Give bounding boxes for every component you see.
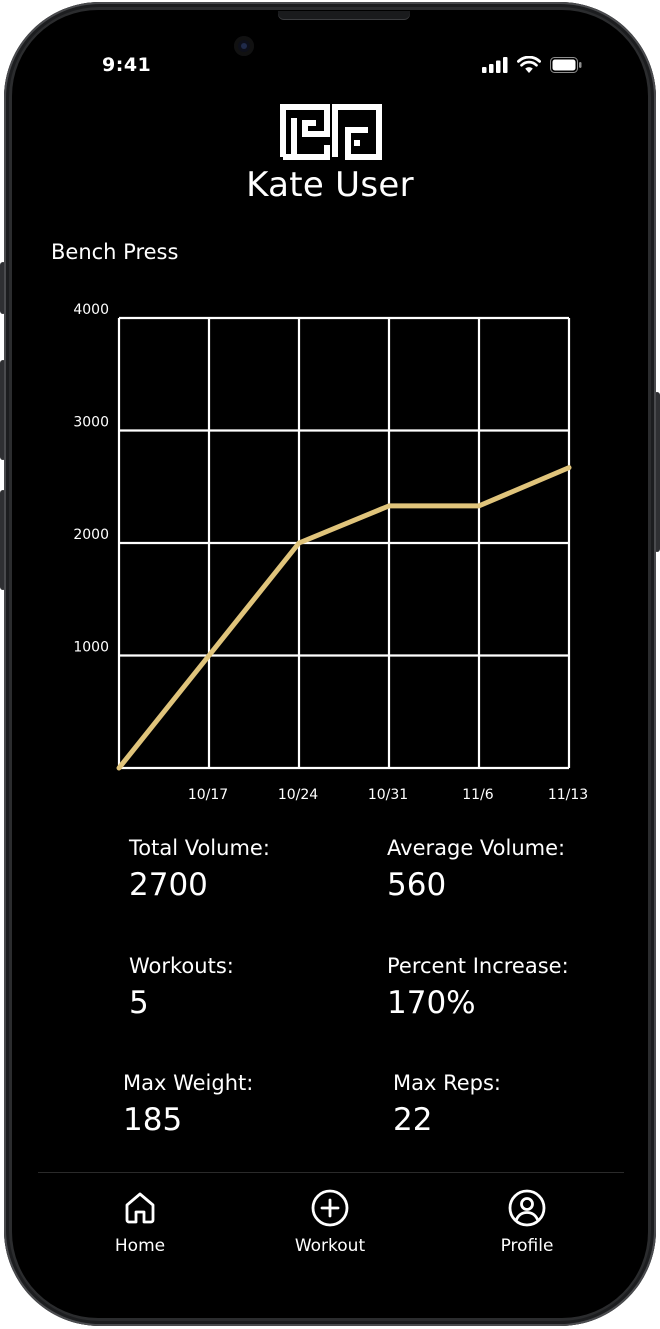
wifi-icon — [517, 56, 541, 73]
percent-increase-value: 170% — [387, 985, 476, 1021]
stat-percent-increase: Percent Increase: 170% — [387, 953, 617, 1023]
percent-increase-label: Percent Increase: — [387, 954, 569, 978]
x-tick-label: 10/24 — [278, 787, 318, 803]
power-button — [654, 392, 660, 552]
plus-circle-icon — [311, 1189, 349, 1227]
exercise-title: Bench Press — [51, 240, 179, 264]
nav-divider — [38, 1172, 624, 1173]
status-icons — [482, 56, 582, 73]
bench-press-volume-chart: 1000 2000 3000 4000 10/17 10/24 10/31 11/6 11/13 — [73, 302, 588, 803]
workouts-value: 5 — [129, 985, 149, 1021]
volume-up-button — [0, 360, 6, 460]
stat-max-reps: Max Reps: 22 — [393, 1070, 623, 1140]
average-volume-label: Average Volume: — [387, 836, 566, 860]
x-tick-label: 11/6 — [462, 787, 494, 803]
stat-max-weight: Max Weight: 185 — [123, 1070, 353, 1140]
total-volume-label: Total Volume: — [129, 836, 270, 860]
greek-key-logo-icon — [280, 104, 382, 160]
nav-label-workout: Workout — [294, 1236, 366, 1256]
max-weight-value: 185 — [123, 1102, 183, 1138]
volume-series-line — [116, 465, 572, 771]
max-weight-label: Max Weight: — [123, 1071, 254, 1095]
home-icon — [125, 1192, 155, 1224]
silent-switch — [0, 262, 6, 314]
speaker-grille — [278, 11, 410, 19]
y-tick-label: 3000 — [73, 415, 109, 431]
workouts-label: Workouts: — [129, 954, 234, 978]
nav-label-home: Home — [114, 1236, 166, 1256]
stat-workouts: Workouts: 5 — [129, 953, 359, 1023]
nav-label-profile: Profile — [500, 1236, 554, 1256]
max-reps-value: 22 — [393, 1102, 433, 1138]
y-tick-label: 1000 — [73, 640, 109, 656]
status-time: 9:41 — [102, 54, 152, 76]
max-reps-label: Max Reps: — [393, 1071, 502, 1095]
cellular-signal-icon — [482, 56, 508, 73]
y-tick-label: 2000 — [73, 527, 109, 543]
x-tick-label: 10/17 — [188, 787, 228, 803]
user-circle-icon — [508, 1189, 546, 1227]
nav-item-workout[interactable]: Workout — [270, 1188, 390, 1256]
front-camera — [234, 36, 254, 56]
y-tick-label: 4000 — [73, 302, 109, 318]
battery-icon — [550, 56, 582, 73]
x-tick-label: 10/31 — [368, 787, 408, 803]
app-screen: 9:41 — [12, 10, 648, 1318]
nav-item-profile[interactable]: Profile — [467, 1188, 587, 1256]
total-volume-value: 2700 — [129, 867, 208, 903]
volume-down-button — [0, 490, 6, 590]
stat-average-volume: Average Volume: 560 — [387, 835, 617, 905]
average-volume-value: 560 — [387, 867, 447, 903]
x-tick-label: 11/13 — [548, 787, 588, 803]
stat-total-volume: Total Volume: 2700 — [129, 835, 359, 905]
user-name: Kate User — [246, 165, 414, 205]
nav-item-home[interactable]: Home — [80, 1188, 200, 1256]
